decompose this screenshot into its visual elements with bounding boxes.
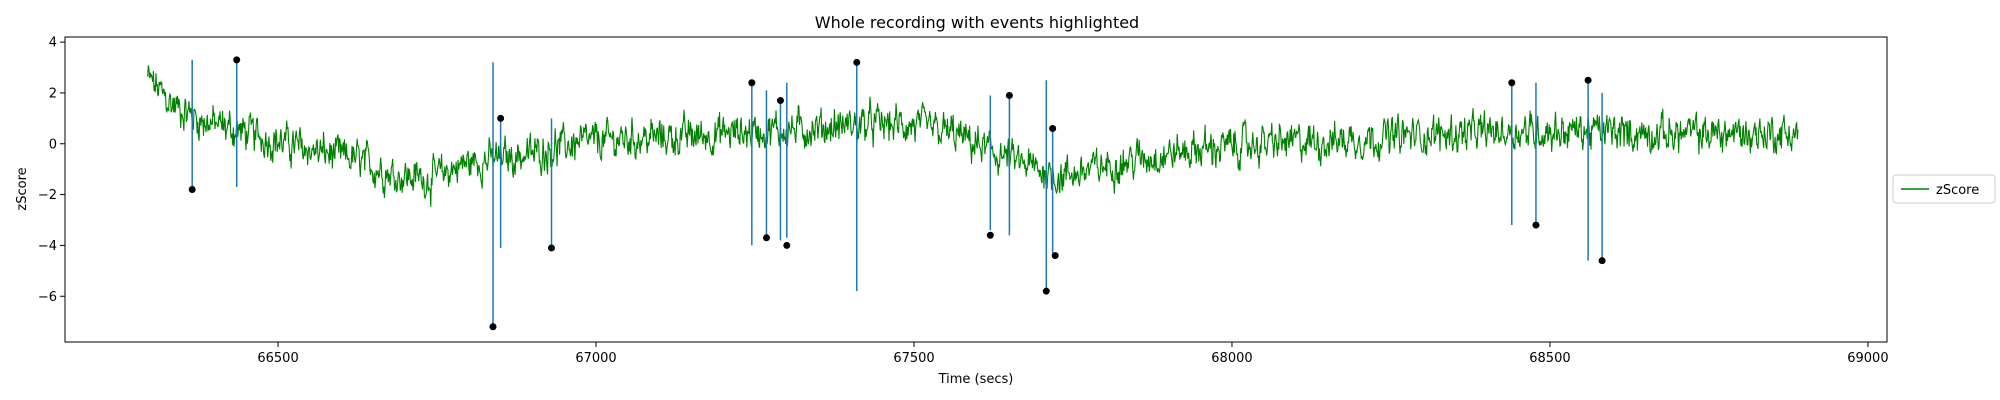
y-tick-label: 2 [49,86,57,101]
event-marker [1598,257,1606,265]
x-axis-label: Time (secs) [938,372,1014,387]
event-marker [762,234,770,242]
x-tick-label: 68000 [1211,351,1252,366]
event-marker [853,58,861,66]
plot-frame [64,36,1888,343]
series-line-zscore [147,65,1799,207]
chart-title: Whole recording with events highlighted [815,13,1139,32]
event-marker [1532,221,1540,229]
y-tick-label: 0 [49,137,57,152]
x-axis: 66500 67000 67500 68000 68500 69000 [257,342,1889,366]
event-marker [1508,79,1516,87]
y-tick-label: −6 [38,290,57,305]
event-marker [188,186,196,193]
event-marker [489,323,497,331]
event-marker [548,244,556,252]
event-marker [1005,91,1013,99]
x-tick-label: 67000 [575,351,616,366]
event-marker [1042,287,1050,295]
legend: zScore [1892,174,1996,204]
y-tick-label: −4 [38,239,57,254]
event-marker [986,231,994,239]
event-marker [1049,125,1057,132]
plot-area [147,56,1799,331]
event-marker [1584,76,1592,84]
legend-label-zscore: zScore [1936,183,1979,198]
event-marker [497,114,505,122]
event-marker [1051,252,1059,260]
event-marker [776,97,784,105]
event-marker [783,241,791,249]
y-tick-label: −2 [38,188,57,203]
x-tick-label: 66500 [257,351,298,366]
y-axis-label: zScore [15,167,30,210]
event-marker [748,79,756,87]
legend-box [1892,174,1996,204]
x-tick-label: 67500 [893,351,934,366]
y-axis: 4 2 0 −2 −4 −6 [38,36,65,305]
x-tick-label: 68500 [1529,351,1570,366]
y-tick-label: 4 [49,36,57,51]
event-marker [233,56,241,64]
x-tick-label: 69000 [1847,351,1888,366]
